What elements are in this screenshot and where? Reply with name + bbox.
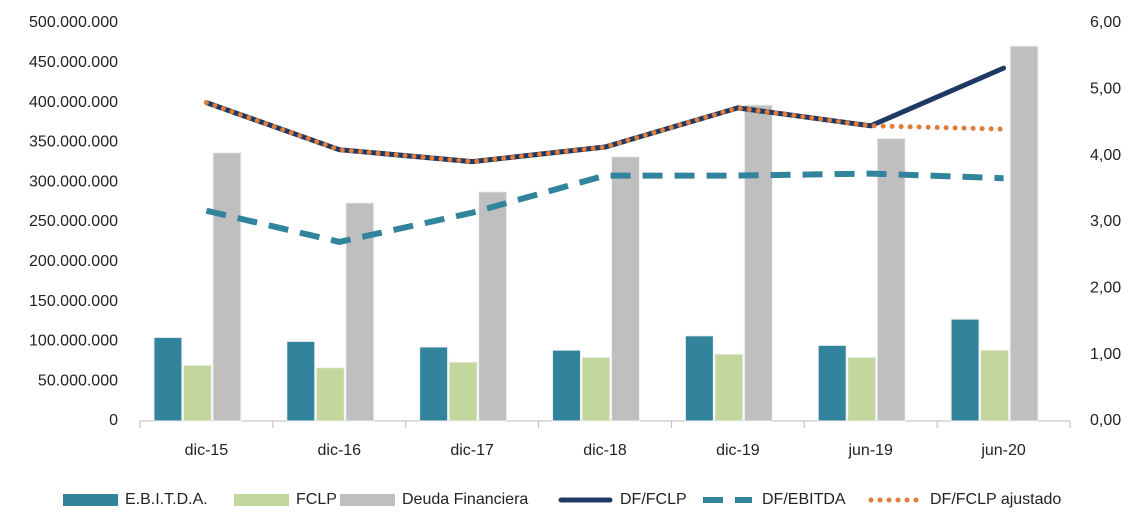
y-tick-label: 350.000.000 xyxy=(29,134,118,151)
y-tick-label: 200.000.000 xyxy=(29,253,118,270)
bar xyxy=(315,367,345,422)
y-tick-label: 300.000.000 xyxy=(29,173,118,190)
bar xyxy=(552,349,581,422)
bar xyxy=(743,104,773,422)
line-series xyxy=(205,170,1004,245)
y-tick-label: 150.000.000 xyxy=(29,293,118,310)
legend-swatch xyxy=(340,494,395,506)
y2-tick-label: 4,00 xyxy=(1090,147,1121,164)
bar xyxy=(419,346,449,422)
y2-tick-label: 5,00 xyxy=(1090,81,1121,98)
y2-tick-label: 3,00 xyxy=(1090,213,1121,230)
x-tick-label: dic-18 xyxy=(583,442,627,459)
bar xyxy=(847,356,877,422)
legend-swatch xyxy=(234,494,289,506)
line-series xyxy=(203,65,1007,165)
bar xyxy=(212,152,242,422)
bar xyxy=(1009,45,1039,422)
x-tick-label: jun-20 xyxy=(980,442,1026,459)
bar xyxy=(611,156,640,422)
x-tick-label: dic-19 xyxy=(716,442,760,459)
bar xyxy=(950,318,980,422)
y2-tick-label: 6,00 xyxy=(1090,14,1121,31)
x-tick-label: dic-17 xyxy=(450,442,494,459)
legend-label: DF/EBITDA xyxy=(762,491,846,508)
bar xyxy=(153,336,183,422)
legend-label: FCLP xyxy=(296,491,337,508)
y-tick-label: 50.000.000 xyxy=(38,372,118,389)
bar xyxy=(448,361,478,422)
legend-label: E.B.I.T.D.A. xyxy=(125,491,208,508)
x-tick-label: jun-19 xyxy=(847,442,893,459)
y-tick-label: 450.000.000 xyxy=(29,54,118,71)
x-tick-label: dic-15 xyxy=(185,442,229,459)
legend-label: DF/FCLP xyxy=(620,491,687,508)
legend-label: Deuda Financiera xyxy=(402,491,528,508)
x-tick-label: dic-16 xyxy=(317,442,361,459)
bar xyxy=(581,356,611,422)
bar xyxy=(817,344,847,422)
y2-tick-label: 1,00 xyxy=(1090,346,1121,363)
y-tick-label: 0 xyxy=(109,412,118,429)
bar xyxy=(182,364,212,422)
bar xyxy=(478,191,508,422)
bar xyxy=(684,335,714,422)
bar xyxy=(876,137,906,422)
bar xyxy=(714,353,744,422)
legend-label: DF/FCLP ajustado xyxy=(930,491,1061,508)
y-tick-label: 400.000.000 xyxy=(29,94,118,111)
y-tick-label: 100.000.000 xyxy=(29,333,118,350)
y-tick-label: 500.000.000 xyxy=(29,14,118,31)
bar xyxy=(286,340,316,422)
bar xyxy=(980,349,1010,422)
y2-tick-label: 2,00 xyxy=(1090,280,1121,297)
y-tick-label: 250.000.000 xyxy=(29,213,118,230)
legend-swatch xyxy=(63,494,118,506)
y2-tick-label: 0,00 xyxy=(1090,412,1121,429)
